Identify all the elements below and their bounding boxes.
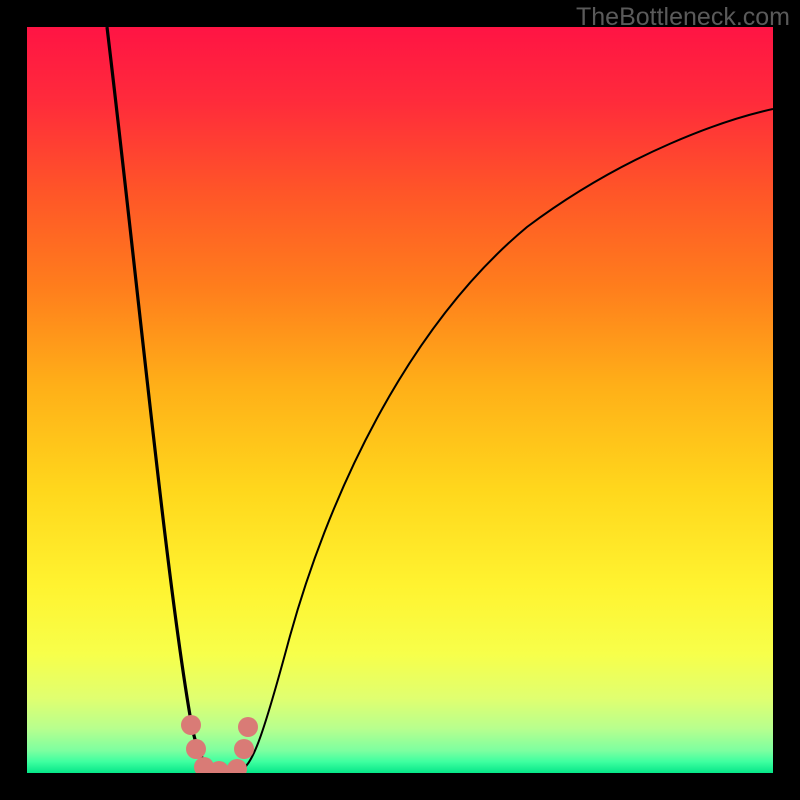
plot-area	[27, 27, 773, 773]
curve-left	[107, 27, 217, 771]
bottleneck-marker	[181, 715, 201, 735]
canvas: TheBottleneck.com	[0, 0, 800, 800]
bottleneck-marker	[227, 759, 247, 773]
curve-layer	[27, 27, 773, 773]
bottleneck-marker	[238, 717, 258, 737]
watermark-text: TheBottleneck.com	[576, 3, 790, 32]
curve-right	[239, 109, 773, 771]
bottleneck-marker	[234, 739, 254, 759]
bottleneck-marker	[186, 739, 206, 759]
